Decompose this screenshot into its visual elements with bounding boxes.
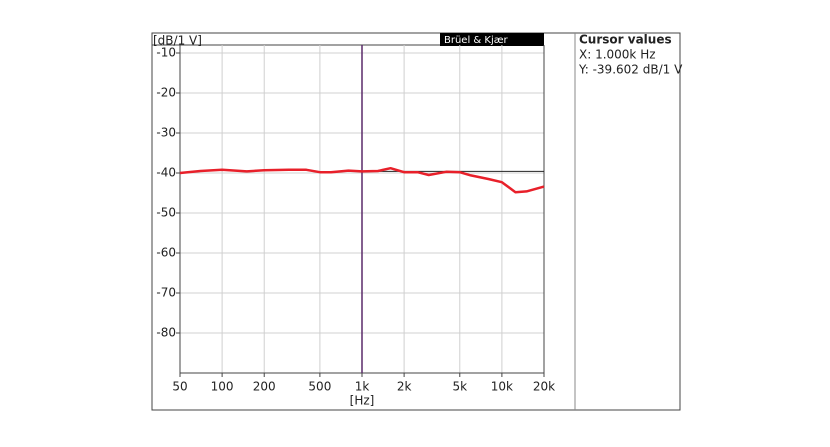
x-tick-label: 1k [355,380,370,394]
x-tick-label: 50 [172,380,187,394]
x-tick-label: 10k [491,380,513,394]
legend-box [440,33,544,46]
cursor-x: X: 1.000k Hz [579,48,656,62]
x-axis-label: [Hz] [350,394,375,408]
y-tick-label: -20 [156,86,176,100]
cursor-title: Cursor values [579,33,672,47]
cursor-y: Y: -39.602 dB/1 V [578,63,683,77]
frame [151,32,681,411]
x-tick-label: 2k [397,380,412,394]
x-tick-label: 20k [533,380,555,394]
y-tick-label: -40 [156,166,176,180]
y-tick-label: -70 [156,286,176,300]
y-tick-label: -50 [156,206,176,220]
data-line [179,166,545,194]
y-tick-label: -30 [156,126,176,140]
legend-label: Brüel & Kjær [444,35,509,46]
x-tick-label: 500 [308,380,331,394]
y-tick-label: -60 [156,246,176,260]
x-tick-label: 200 [253,380,276,394]
y-tick-label: -10 [156,46,176,60]
y-axis-label: [dB/1 V] [153,34,202,48]
x-tick-label: 100 [211,380,234,394]
x-tick-label: 5k [452,380,467,394]
y-tick-label: -80 [156,326,176,340]
